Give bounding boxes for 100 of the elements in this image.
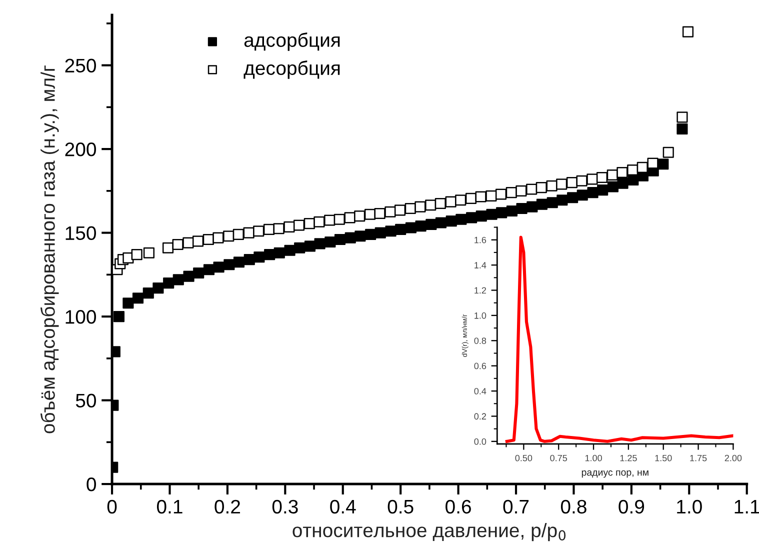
point xyxy=(486,190,497,202)
point xyxy=(223,230,234,242)
point xyxy=(152,282,164,294)
point xyxy=(676,123,688,134)
x-tick-label: 0.6 xyxy=(446,500,471,514)
point xyxy=(132,292,144,304)
y-axis-title: объём адсорбированного газа (н.у.), мл/г xyxy=(40,66,59,434)
point xyxy=(334,214,345,225)
point xyxy=(466,212,478,224)
x-tick-label: 1.25 xyxy=(620,454,637,462)
point xyxy=(254,252,265,263)
x-tick-label: 0.3 xyxy=(272,500,298,514)
point xyxy=(556,178,568,190)
point xyxy=(587,187,598,198)
x-tick-label: 1.1 xyxy=(734,500,759,514)
point xyxy=(395,224,406,235)
line-series xyxy=(505,236,734,443)
point xyxy=(182,237,194,248)
point xyxy=(607,181,618,192)
x-tick-label: 0.1 xyxy=(156,500,182,514)
point xyxy=(682,26,694,38)
point xyxy=(405,222,417,234)
point xyxy=(567,192,578,204)
point xyxy=(122,298,134,309)
point xyxy=(233,256,245,268)
point xyxy=(495,188,507,200)
point xyxy=(193,267,204,279)
point xyxy=(365,228,376,240)
point xyxy=(334,234,346,246)
y-tick-label: 50 xyxy=(76,394,96,408)
point xyxy=(476,210,487,222)
x-tick-label: 0.7 xyxy=(503,500,529,514)
point xyxy=(676,112,688,123)
x-tick-label: 0.9 xyxy=(618,500,644,514)
point xyxy=(224,259,235,270)
point xyxy=(636,162,648,173)
x-tick-label: 0.50 xyxy=(515,454,532,462)
point xyxy=(192,236,204,247)
point xyxy=(576,190,588,201)
legend-label: адсорбция xyxy=(244,32,340,51)
x-tick-label: 0.75 xyxy=(550,454,568,462)
point xyxy=(264,249,276,260)
point xyxy=(456,214,467,225)
point xyxy=(172,238,184,250)
y-tick-label: 200 xyxy=(65,142,96,156)
point xyxy=(163,278,174,289)
point xyxy=(274,247,285,258)
point xyxy=(212,232,224,244)
point xyxy=(465,192,477,204)
x-tick-label: 2.00 xyxy=(724,454,742,462)
x-tick-label: 1.00 xyxy=(585,454,602,462)
point xyxy=(617,178,628,189)
point xyxy=(284,244,296,256)
point xyxy=(142,288,154,299)
point xyxy=(414,201,426,212)
y-tick-label: 0.2 xyxy=(474,413,486,420)
x-tick-label: 1.0 xyxy=(677,500,702,514)
point xyxy=(131,249,142,260)
x-tick-label: 0.4 xyxy=(330,500,356,514)
point xyxy=(486,208,498,220)
point xyxy=(425,200,436,211)
point xyxy=(662,146,674,158)
point xyxy=(324,214,336,226)
point xyxy=(354,210,366,222)
point xyxy=(183,270,194,282)
point xyxy=(616,166,628,178)
x-tick-label: 0.5 xyxy=(388,500,414,514)
point xyxy=(203,264,215,276)
point xyxy=(385,226,396,237)
y-tick-label: 0.0 xyxy=(474,438,486,445)
point xyxy=(556,194,568,206)
y-tick-label: 0.6 xyxy=(474,362,486,370)
x-tick-label: 1.50 xyxy=(655,454,672,462)
point xyxy=(304,240,316,252)
y-tick-label: 0.4 xyxy=(474,388,486,394)
y-tick-label: 150 xyxy=(66,226,96,240)
point xyxy=(273,223,284,234)
point xyxy=(284,221,295,232)
point xyxy=(324,236,336,248)
point xyxy=(516,185,527,196)
point xyxy=(434,198,446,210)
point xyxy=(314,216,325,228)
x-tick-label: 0.2 xyxy=(214,500,240,514)
point xyxy=(606,169,618,181)
x-axis-title: относительное давление, p/p$_{0}$ xyxy=(292,522,566,542)
y-tick-label: 0.8 xyxy=(474,338,486,344)
point xyxy=(426,218,437,230)
point xyxy=(253,226,264,237)
x-axis-title: радиус пор, нм xyxy=(582,470,648,478)
point xyxy=(536,198,548,210)
point xyxy=(647,158,658,169)
point xyxy=(213,262,224,273)
point xyxy=(354,230,366,242)
point xyxy=(596,172,608,184)
legend-label: десорбция xyxy=(244,60,340,79)
y-tick-label: 0 xyxy=(86,478,96,492)
point xyxy=(294,242,306,254)
point xyxy=(516,202,528,214)
point xyxy=(394,204,406,216)
point xyxy=(374,227,386,238)
